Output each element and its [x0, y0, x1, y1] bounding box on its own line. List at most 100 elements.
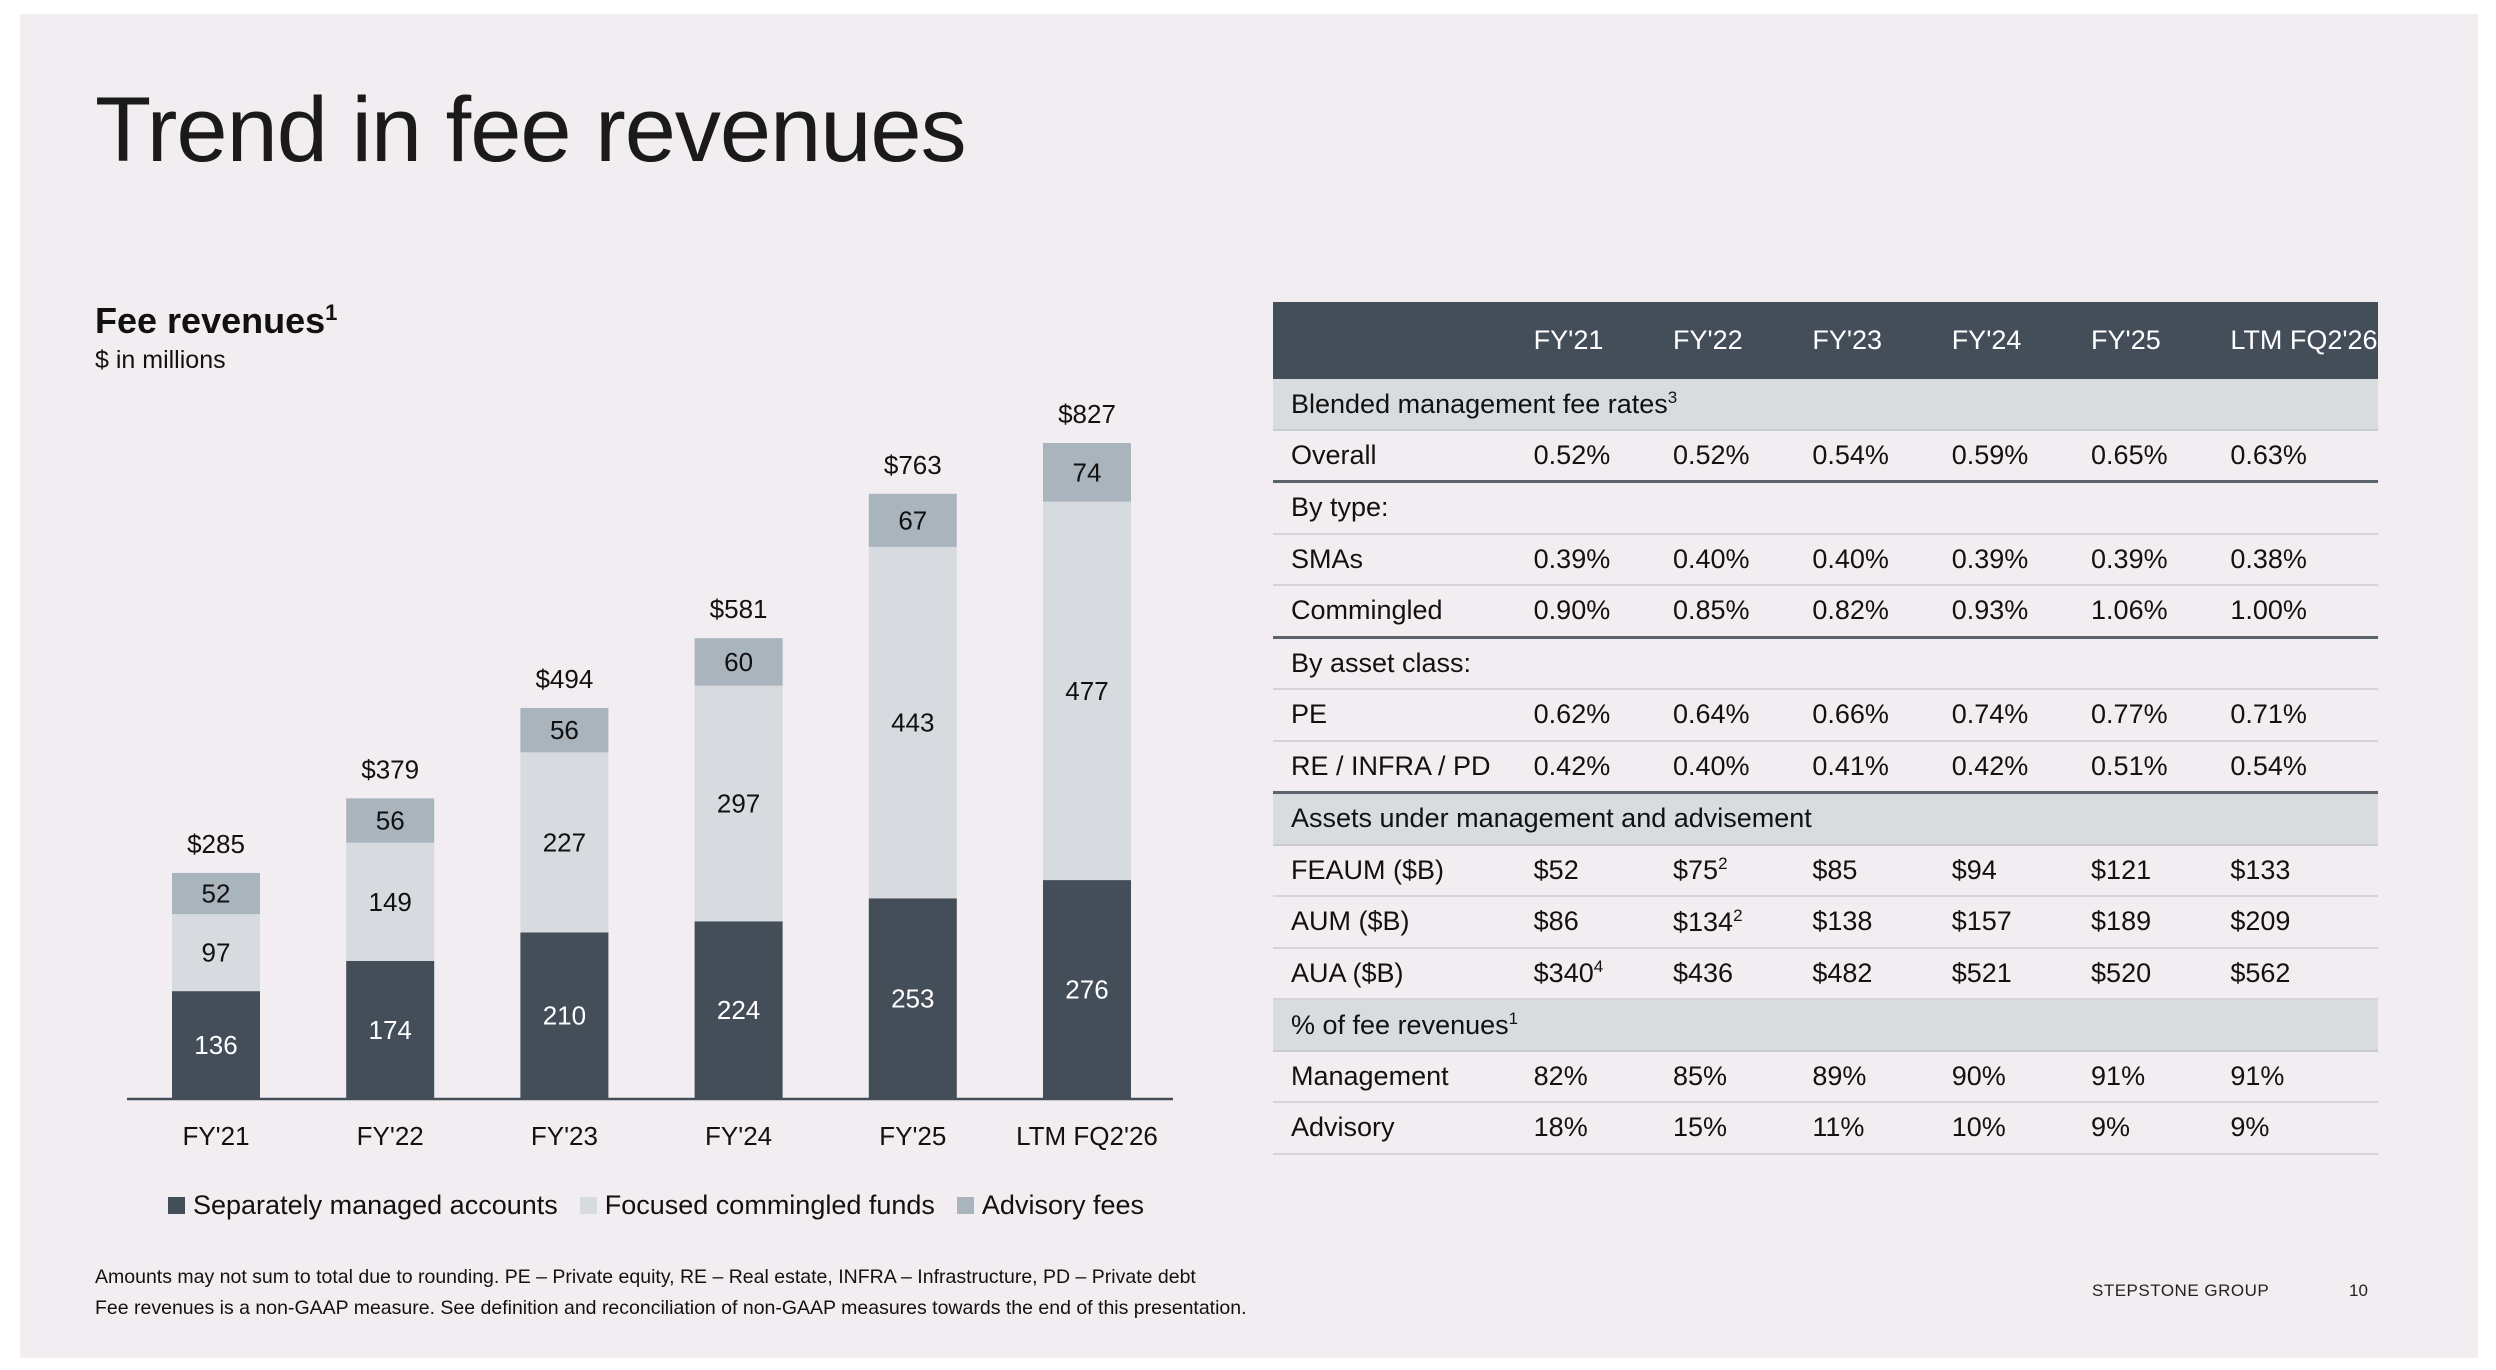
- cell-value: $121: [2091, 854, 2152, 885]
- table-row: By asset class:: [1273, 637, 2378, 690]
- cell-value: $189: [2091, 906, 2152, 937]
- table-cell: $209: [2230, 896, 2378, 949]
- table-row: PE 0.62% 0.64% 0.66% 0.74% 0.77% 0.71%: [1273, 689, 2378, 742]
- table-cell: 0.52%: [1533, 429, 1673, 483]
- cell-value: $436: [1673, 957, 1734, 988]
- cell-value: 1.06%: [2091, 595, 2168, 626]
- cell-value: $52: [1533, 854, 1579, 885]
- cell-value: 0.82%: [1812, 595, 1889, 626]
- table-row: Advisory 18% 15% 11% 10% 9% 9%: [1273, 1102, 2378, 1155]
- table-row: RE / INFRA / PD 0.42% 0.40% 0.41% 0.42% 0.51%…: [1273, 740, 2378, 794]
- row-label-footnote: 1: [1508, 1008, 1519, 1028]
- bar-total-label: $763: [884, 450, 942, 480]
- cell-value: 0.38%: [2230, 543, 2307, 574]
- cell-value: 0.74%: [1951, 699, 2029, 730]
- row-label-text: AUA ($B): [1291, 957, 1404, 988]
- table-cell: $1342: [1673, 896, 1813, 949]
- bar-segment-commingled: [172, 914, 260, 992]
- row-label-text: By asset class:: [1291, 647, 1472, 678]
- chart-heading: Fee revenues1: [95, 300, 337, 342]
- chart-heading-text: Fee revenues: [95, 300, 326, 341]
- row-label-text: By type:: [1291, 492, 1389, 523]
- cell-value: 0.40%: [1673, 543, 1750, 574]
- table-cell: $121: [2091, 844, 2231, 897]
- table-cell: 0.40%: [1673, 533, 1813, 586]
- bar-segment-advisory: [346, 798, 435, 843]
- bar-segment-commingled: [520, 752, 609, 933]
- row-label: Management: [1273, 1050, 1534, 1103]
- table-row: Management 82% 85% 89% 90% 91% 91%: [1273, 1050, 2378, 1103]
- bar-segment-advisory: [1043, 443, 1131, 502]
- table-cell: 0.65%: [2091, 429, 2231, 483]
- row-label: Advisory: [1273, 1102, 1534, 1155]
- legend-item-commingled: Focused commingled funds: [579, 1190, 935, 1221]
- bar-segment-sma: [346, 960, 435, 1099]
- table-header-fy25: FY'25: [2091, 302, 2231, 379]
- cell-value: 0.40%: [1812, 543, 1889, 574]
- table-cell: $482: [1812, 947, 1952, 1000]
- table-header-fy24: FY'24: [1951, 302, 2092, 379]
- cell-value: 0.77%: [2091, 699, 2168, 730]
- bar-total-label: $581: [710, 594, 768, 624]
- cell-value: $85: [1812, 854, 1858, 885]
- legend-swatch-commingled: [579, 1197, 597, 1214]
- cell-value: 0.93%: [1951, 595, 2029, 626]
- table-cell: 0.71%: [2230, 689, 2378, 742]
- table-cell: 0.90%: [1533, 585, 1673, 639]
- footnote-1: Amounts may not sum to total due to roun…: [95, 1266, 1196, 1288]
- table-row: Assets under management and advisement: [1273, 792, 2378, 846]
- cell-value: $134: [1673, 906, 1734, 937]
- table-row: Blended management fee rates3: [1273, 379, 2378, 431]
- cell-value: $521: [1951, 957, 2012, 988]
- chart-heading-footnote: 1: [325, 300, 338, 325]
- bar-segment-advisory: [868, 493, 957, 547]
- cell-value: 91%: [2230, 1060, 2285, 1091]
- table-cell: 1.00%: [2230, 585, 2378, 639]
- table-cell: 0.59%: [1951, 429, 2092, 483]
- table-cell: 0.63%: [2230, 429, 2378, 483]
- cell-value: $157: [1951, 906, 2012, 937]
- bar-segment-sma: [520, 932, 609, 1099]
- table-cell: 0.39%: [2091, 533, 2231, 586]
- row-label: Overall: [1273, 429, 1534, 483]
- table-row: Overall 0.52% 0.52% 0.54% 0.59% 0.65% 0.63%: [1273, 429, 2378, 483]
- table-header-ltm: LTM FQ2'26: [2230, 302, 2378, 379]
- cell-value: 0.59%: [1951, 439, 2029, 470]
- row-label-text: AUM ($B): [1291, 906, 1410, 937]
- table-body: Blended management fee rates3 Overall 0.52…: [1273, 379, 2378, 1155]
- x-tick-label: FY'21: [182, 1121, 249, 1151]
- table-cell: $521: [1951, 947, 2092, 1000]
- legend-item-sma: Separately managed accounts: [168, 1190, 558, 1221]
- bar-value-label: 253: [891, 984, 934, 1014]
- row-label: AUA ($B): [1273, 947, 1534, 1000]
- table-header-row: FY'21 FY'22 FY'23 FY'24 FY'25 LTM FQ2'26: [1273, 302, 2378, 379]
- bar-segment-commingled: [694, 685, 783, 922]
- table-cell: 15%: [1673, 1102, 1813, 1155]
- bar-value-label: 56: [550, 715, 579, 745]
- bar-segment-sma: [868, 898, 957, 1099]
- cell-value: $209: [2230, 906, 2291, 937]
- table-row: Commingled 0.90% 0.85% 0.82% 0.93% 1.06% 1.00%: [1273, 585, 2378, 639]
- cell-value: 9%: [2230, 1112, 2270, 1143]
- table-row: By type:: [1273, 481, 2378, 535]
- cell-value: $340: [1533, 958, 1594, 989]
- cell-value: 0.85%: [1673, 595, 1750, 626]
- table-cell: 0.54%: [2230, 740, 2378, 794]
- table-cell: 0.77%: [2091, 689, 2231, 742]
- table-cell: 0.82%: [1812, 585, 1952, 639]
- bar-value-label: 60: [724, 647, 753, 677]
- row-label: Assets under management and advisement: [1273, 792, 2378, 846]
- bar-value-label: 227: [543, 827, 586, 857]
- table-cell: $520: [2091, 947, 2231, 1000]
- table-cell: 0.40%: [1673, 740, 1813, 794]
- fee-rate-table: FY'21 FY'22 FY'23 FY'24 FY'25 LTM FQ2'26…: [1273, 302, 2378, 1155]
- cell-value: 0.52%: [1673, 439, 1750, 470]
- bar-value-label: 136: [194, 1030, 237, 1060]
- row-label: By asset class:: [1273, 637, 2378, 690]
- row-label-text: FEAUM ($B): [1291, 854, 1445, 885]
- cell-value: 0.62%: [1533, 699, 1611, 730]
- bar-total-label: $494: [535, 664, 593, 694]
- x-tick-label: FY'23: [531, 1121, 598, 1151]
- table-cell: $562: [2230, 947, 2378, 1000]
